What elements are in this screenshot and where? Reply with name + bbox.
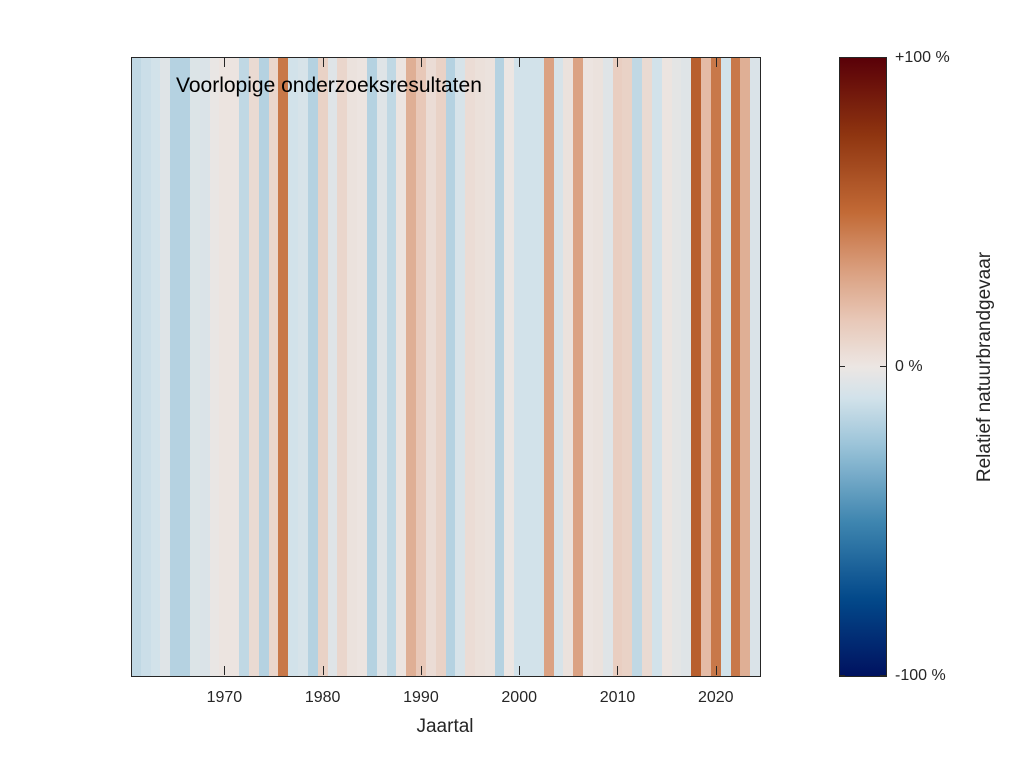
stripe-1981 bbox=[327, 57, 338, 676]
stripe-1962 bbox=[140, 57, 152, 676]
stripe-2000 bbox=[514, 57, 525, 676]
stripe-2017 bbox=[681, 57, 692, 676]
stripe-1999 bbox=[504, 57, 515, 676]
stripe-2019 bbox=[701, 57, 712, 676]
x-tick-label: 1970 bbox=[206, 689, 243, 706]
stripe-2009 bbox=[602, 57, 614, 676]
colorbar-tick-mark bbox=[839, 57, 845, 58]
x-tick-label: 1980 bbox=[304, 689, 341, 706]
stripe-2007 bbox=[583, 57, 594, 676]
x-tick-label: 1990 bbox=[403, 689, 439, 706]
x-tick-mark bbox=[420, 666, 422, 675]
stripe-1988 bbox=[396, 57, 407, 676]
colorbar-tick-mark bbox=[839, 366, 845, 367]
x-tick-mark bbox=[715, 666, 717, 675]
stripe-1968 bbox=[199, 57, 211, 676]
stripe-1991 bbox=[425, 57, 437, 676]
stripe-1978 bbox=[298, 57, 309, 676]
stripe-2001 bbox=[524, 57, 535, 676]
stripe-2018 bbox=[691, 57, 702, 676]
colorbar-tick-mark bbox=[880, 57, 886, 58]
stripe-1973 bbox=[248, 57, 260, 676]
stripe-2004 bbox=[553, 57, 565, 676]
stripe-1967 bbox=[189, 57, 201, 676]
stripe-2008 bbox=[592, 57, 604, 676]
x-tick-mark-top bbox=[224, 58, 226, 67]
colorbar-tick-label: -100 % bbox=[895, 667, 946, 684]
x-tick-mark bbox=[617, 666, 619, 675]
stripe-2011 bbox=[622, 57, 633, 676]
stripe-1975 bbox=[268, 57, 280, 676]
x-tick-label: 2000 bbox=[501, 689, 537, 706]
stripe-1995 bbox=[465, 57, 476, 676]
stripe-2024 bbox=[750, 57, 761, 676]
colorbar-label: Relatief natuurbrandgevaar bbox=[974, 251, 995, 483]
stripe-1976 bbox=[278, 57, 289, 676]
stripe-1993 bbox=[445, 57, 456, 676]
stripe-1984 bbox=[357, 57, 368, 676]
stripe-1990 bbox=[416, 57, 427, 676]
stripe-1982 bbox=[337, 57, 348, 676]
stripe-1977 bbox=[288, 57, 299, 676]
stripe-1983 bbox=[347, 57, 358, 676]
stripe-1997 bbox=[484, 57, 496, 676]
stripe-1961 bbox=[131, 57, 142, 676]
stripe-1963 bbox=[150, 57, 162, 676]
stripe-1964 bbox=[160, 57, 171, 676]
stripe-1985 bbox=[366, 57, 378, 676]
stripes-plot-area bbox=[131, 57, 761, 676]
colorbar-tick-mark bbox=[880, 366, 886, 367]
colorbar-tick-label: +100 % bbox=[895, 49, 950, 66]
x-tick-mark-top bbox=[715, 58, 717, 67]
x-tick-label: 2020 bbox=[697, 689, 734, 706]
stripe-1986 bbox=[376, 57, 388, 676]
stripe-2005 bbox=[563, 57, 574, 676]
x-tick-label: 2010 bbox=[599, 689, 636, 706]
stripe-1974 bbox=[258, 57, 270, 676]
x-tick-mark-top bbox=[322, 58, 324, 67]
x-tick-mark bbox=[322, 666, 324, 675]
stripe-1965 bbox=[170, 57, 181, 676]
stripe-1970 bbox=[219, 57, 230, 676]
stripe-1998 bbox=[494, 57, 506, 676]
stripe-2010 bbox=[612, 57, 623, 676]
x-tick-mark bbox=[519, 666, 521, 675]
x-axis-label: Jaartal bbox=[416, 716, 474, 737]
stripe-1966 bbox=[180, 57, 191, 676]
stripe-1980 bbox=[317, 57, 329, 676]
colorbar-tick-label: 0 % bbox=[895, 358, 923, 375]
stripe-2014 bbox=[651, 57, 663, 676]
annotation-preliminary-results: Voorlopige onderzoeksresultaten bbox=[176, 74, 482, 97]
stripe-2006 bbox=[573, 57, 584, 676]
x-tick-mark-top bbox=[519, 58, 521, 67]
stripe-1972 bbox=[239, 57, 250, 676]
stripe-2015 bbox=[661, 57, 673, 676]
stripe-2003 bbox=[543, 57, 555, 676]
stripe-2012 bbox=[632, 57, 643, 676]
stripe-2016 bbox=[671, 57, 682, 676]
x-tick-mark bbox=[224, 666, 226, 675]
colorbar bbox=[839, 57, 887, 677]
stripe-1994 bbox=[455, 57, 466, 676]
stripe-2020 bbox=[710, 57, 722, 676]
x-tick-mark-top bbox=[617, 58, 619, 67]
stripe-1996 bbox=[474, 57, 486, 676]
stripe-1989 bbox=[406, 57, 417, 676]
stripe-1987 bbox=[386, 57, 397, 676]
stripe-1969 bbox=[209, 57, 221, 676]
stripe-1992 bbox=[435, 57, 447, 676]
stripe-1979 bbox=[307, 57, 319, 676]
stripe-2021 bbox=[720, 57, 732, 676]
colorbar-tick-mark bbox=[839, 675, 845, 676]
stripe-2013 bbox=[642, 57, 653, 676]
x-tick-mark-top bbox=[420, 58, 422, 67]
stripe-1971 bbox=[229, 57, 240, 676]
stripe-2002 bbox=[533, 57, 545, 676]
stripe-2023 bbox=[740, 57, 751, 676]
colorbar-tick-mark bbox=[880, 675, 886, 676]
stripe-2022 bbox=[730, 57, 741, 676]
